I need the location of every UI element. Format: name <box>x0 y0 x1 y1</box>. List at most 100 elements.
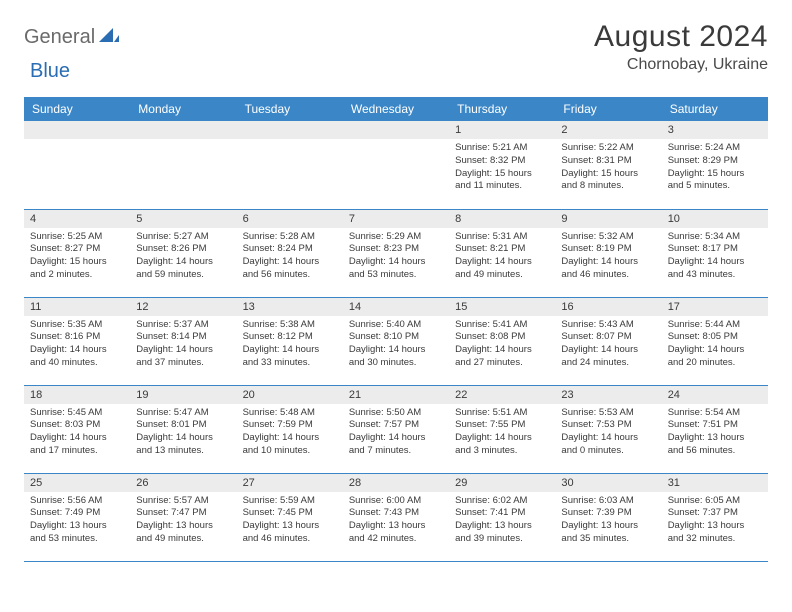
weekday-row: SundayMondayTuesdayWednesdayThursdayFrid… <box>24 97 768 121</box>
day-number: 4 <box>24 210 130 228</box>
day-number: 28 <box>343 474 449 492</box>
day-number: 26 <box>130 474 236 492</box>
calendar-day-cell: 9Sunrise: 5:32 AMSunset: 8:19 PMDaylight… <box>555 209 661 297</box>
calendar-day-cell: 17Sunrise: 5:44 AMSunset: 8:05 PMDayligh… <box>662 297 768 385</box>
calendar-day-cell: 16Sunrise: 5:43 AMSunset: 8:07 PMDayligh… <box>555 297 661 385</box>
day-number: 12 <box>130 298 236 316</box>
calendar-day-cell: 19Sunrise: 5:47 AMSunset: 8:01 PMDayligh… <box>130 385 236 473</box>
weekday-header: Thursday <box>449 97 555 121</box>
day-details: Sunrise: 5:31 AMSunset: 8:21 PMDaylight:… <box>449 228 555 285</box>
calendar-day-cell: 21Sunrise: 5:50 AMSunset: 7:57 PMDayligh… <box>343 385 449 473</box>
logo: General <box>24 20 121 49</box>
day-details: Sunrise: 5:54 AMSunset: 7:51 PMDaylight:… <box>662 404 768 461</box>
day-details: Sunrise: 5:59 AMSunset: 7:45 PMDaylight:… <box>237 492 343 549</box>
calendar-body: 1Sunrise: 5:21 AMSunset: 8:32 PMDaylight… <box>24 121 768 561</box>
day-details: Sunrise: 5:41 AMSunset: 8:08 PMDaylight:… <box>449 316 555 373</box>
day-number: 10 <box>662 210 768 228</box>
day-details: Sunrise: 5:43 AMSunset: 8:07 PMDaylight:… <box>555 316 661 373</box>
day-number: 13 <box>237 298 343 316</box>
calendar-day-cell: 15Sunrise: 5:41 AMSunset: 8:08 PMDayligh… <box>449 297 555 385</box>
empty-day <box>130 121 236 139</box>
calendar-day-cell: 13Sunrise: 5:38 AMSunset: 8:12 PMDayligh… <box>237 297 343 385</box>
calendar-day-cell: 14Sunrise: 5:40 AMSunset: 8:10 PMDayligh… <box>343 297 449 385</box>
day-details: Sunrise: 6:05 AMSunset: 7:37 PMDaylight:… <box>662 492 768 549</box>
day-number: 2 <box>555 121 661 139</box>
calendar-day-cell <box>130 121 236 209</box>
day-number: 19 <box>130 386 236 404</box>
day-number: 18 <box>24 386 130 404</box>
calendar-week-row: 25Sunrise: 5:56 AMSunset: 7:49 PMDayligh… <box>24 473 768 561</box>
day-number: 24 <box>662 386 768 404</box>
day-details: Sunrise: 6:02 AMSunset: 7:41 PMDaylight:… <box>449 492 555 549</box>
calendar-day-cell: 8Sunrise: 5:31 AMSunset: 8:21 PMDaylight… <box>449 209 555 297</box>
day-details: Sunrise: 5:48 AMSunset: 7:59 PMDaylight:… <box>237 404 343 461</box>
day-number: 20 <box>237 386 343 404</box>
day-details: Sunrise: 5:50 AMSunset: 7:57 PMDaylight:… <box>343 404 449 461</box>
empty-day <box>24 121 130 139</box>
day-number: 27 <box>237 474 343 492</box>
day-details: Sunrise: 5:21 AMSunset: 8:32 PMDaylight:… <box>449 139 555 196</box>
calendar-day-cell: 23Sunrise: 5:53 AMSunset: 7:53 PMDayligh… <box>555 385 661 473</box>
day-number: 22 <box>449 386 555 404</box>
day-details: Sunrise: 5:27 AMSunset: 8:26 PMDaylight:… <box>130 228 236 285</box>
day-details: Sunrise: 5:38 AMSunset: 8:12 PMDaylight:… <box>237 316 343 373</box>
day-details: Sunrise: 5:34 AMSunset: 8:17 PMDaylight:… <box>662 228 768 285</box>
calendar-page: General August 2024 Chornobay, Ukraine B… <box>0 0 792 572</box>
calendar-day-cell: 3Sunrise: 5:24 AMSunset: 8:29 PMDaylight… <box>662 121 768 209</box>
calendar-day-cell: 27Sunrise: 5:59 AMSunset: 7:45 PMDayligh… <box>237 473 343 561</box>
calendar-table: SundayMondayTuesdayWednesdayThursdayFrid… <box>24 97 768 562</box>
day-details: Sunrise: 5:35 AMSunset: 8:16 PMDaylight:… <box>24 316 130 373</box>
calendar-day-cell: 12Sunrise: 5:37 AMSunset: 8:14 PMDayligh… <box>130 297 236 385</box>
month-title: August 2024 <box>594 20 768 54</box>
day-details: Sunrise: 5:29 AMSunset: 8:23 PMDaylight:… <box>343 228 449 285</box>
day-details: Sunrise: 5:25 AMSunset: 8:27 PMDaylight:… <box>24 228 130 285</box>
calendar-day-cell: 24Sunrise: 5:54 AMSunset: 7:51 PMDayligh… <box>662 385 768 473</box>
weekday-header: Monday <box>130 97 236 121</box>
day-details: Sunrise: 5:51 AMSunset: 7:55 PMDaylight:… <box>449 404 555 461</box>
weekday-header: Saturday <box>662 97 768 121</box>
day-number: 21 <box>343 386 449 404</box>
weekday-header: Tuesday <box>237 97 343 121</box>
weekday-header: Wednesday <box>343 97 449 121</box>
calendar-day-cell: 2Sunrise: 5:22 AMSunset: 8:31 PMDaylight… <box>555 121 661 209</box>
day-number: 3 <box>662 121 768 139</box>
day-number: 1 <box>449 121 555 139</box>
day-details: Sunrise: 5:22 AMSunset: 8:31 PMDaylight:… <box>555 139 661 196</box>
calendar-day-cell: 28Sunrise: 6:00 AMSunset: 7:43 PMDayligh… <box>343 473 449 561</box>
calendar-day-cell <box>343 121 449 209</box>
day-details: Sunrise: 5:44 AMSunset: 8:05 PMDaylight:… <box>662 316 768 373</box>
day-details: Sunrise: 5:56 AMSunset: 7:49 PMDaylight:… <box>24 492 130 549</box>
day-number: 31 <box>662 474 768 492</box>
calendar-day-cell <box>24 121 130 209</box>
calendar-day-cell: 11Sunrise: 5:35 AMSunset: 8:16 PMDayligh… <box>24 297 130 385</box>
day-details: Sunrise: 5:24 AMSunset: 8:29 PMDaylight:… <box>662 139 768 196</box>
day-number: 15 <box>449 298 555 316</box>
day-number: 17 <box>662 298 768 316</box>
logo-text-general: General <box>24 26 95 49</box>
empty-day <box>343 121 449 139</box>
calendar-head: SundayMondayTuesdayWednesdayThursdayFrid… <box>24 97 768 121</box>
day-number: 7 <box>343 210 449 228</box>
logo-sail-icon <box>99 26 119 49</box>
day-number: 16 <box>555 298 661 316</box>
weekday-header: Sunday <box>24 97 130 121</box>
day-details: Sunrise: 6:03 AMSunset: 7:39 PMDaylight:… <box>555 492 661 549</box>
day-details: Sunrise: 5:32 AMSunset: 8:19 PMDaylight:… <box>555 228 661 285</box>
day-number: 11 <box>24 298 130 316</box>
calendar-day-cell: 26Sunrise: 5:57 AMSunset: 7:47 PMDayligh… <box>130 473 236 561</box>
calendar-day-cell: 5Sunrise: 5:27 AMSunset: 8:26 PMDaylight… <box>130 209 236 297</box>
calendar-day-cell: 1Sunrise: 5:21 AMSunset: 8:32 PMDaylight… <box>449 121 555 209</box>
day-details: Sunrise: 5:40 AMSunset: 8:10 PMDaylight:… <box>343 316 449 373</box>
day-details: Sunrise: 5:28 AMSunset: 8:24 PMDaylight:… <box>237 228 343 285</box>
calendar-day-cell: 22Sunrise: 5:51 AMSunset: 7:55 PMDayligh… <box>449 385 555 473</box>
calendar-day-cell: 7Sunrise: 5:29 AMSunset: 8:23 PMDaylight… <box>343 209 449 297</box>
calendar-day-cell: 31Sunrise: 6:05 AMSunset: 7:37 PMDayligh… <box>662 473 768 561</box>
weekday-header: Friday <box>555 97 661 121</box>
day-details: Sunrise: 5:57 AMSunset: 7:47 PMDaylight:… <box>130 492 236 549</box>
calendar-week-row: 11Sunrise: 5:35 AMSunset: 8:16 PMDayligh… <box>24 297 768 385</box>
day-details: Sunrise: 5:53 AMSunset: 7:53 PMDaylight:… <box>555 404 661 461</box>
calendar-week-row: 1Sunrise: 5:21 AMSunset: 8:32 PMDaylight… <box>24 121 768 209</box>
day-details: Sunrise: 5:45 AMSunset: 8:03 PMDaylight:… <box>24 404 130 461</box>
day-details: Sunrise: 5:37 AMSunset: 8:14 PMDaylight:… <box>130 316 236 373</box>
calendar-day-cell: 6Sunrise: 5:28 AMSunset: 8:24 PMDaylight… <box>237 209 343 297</box>
